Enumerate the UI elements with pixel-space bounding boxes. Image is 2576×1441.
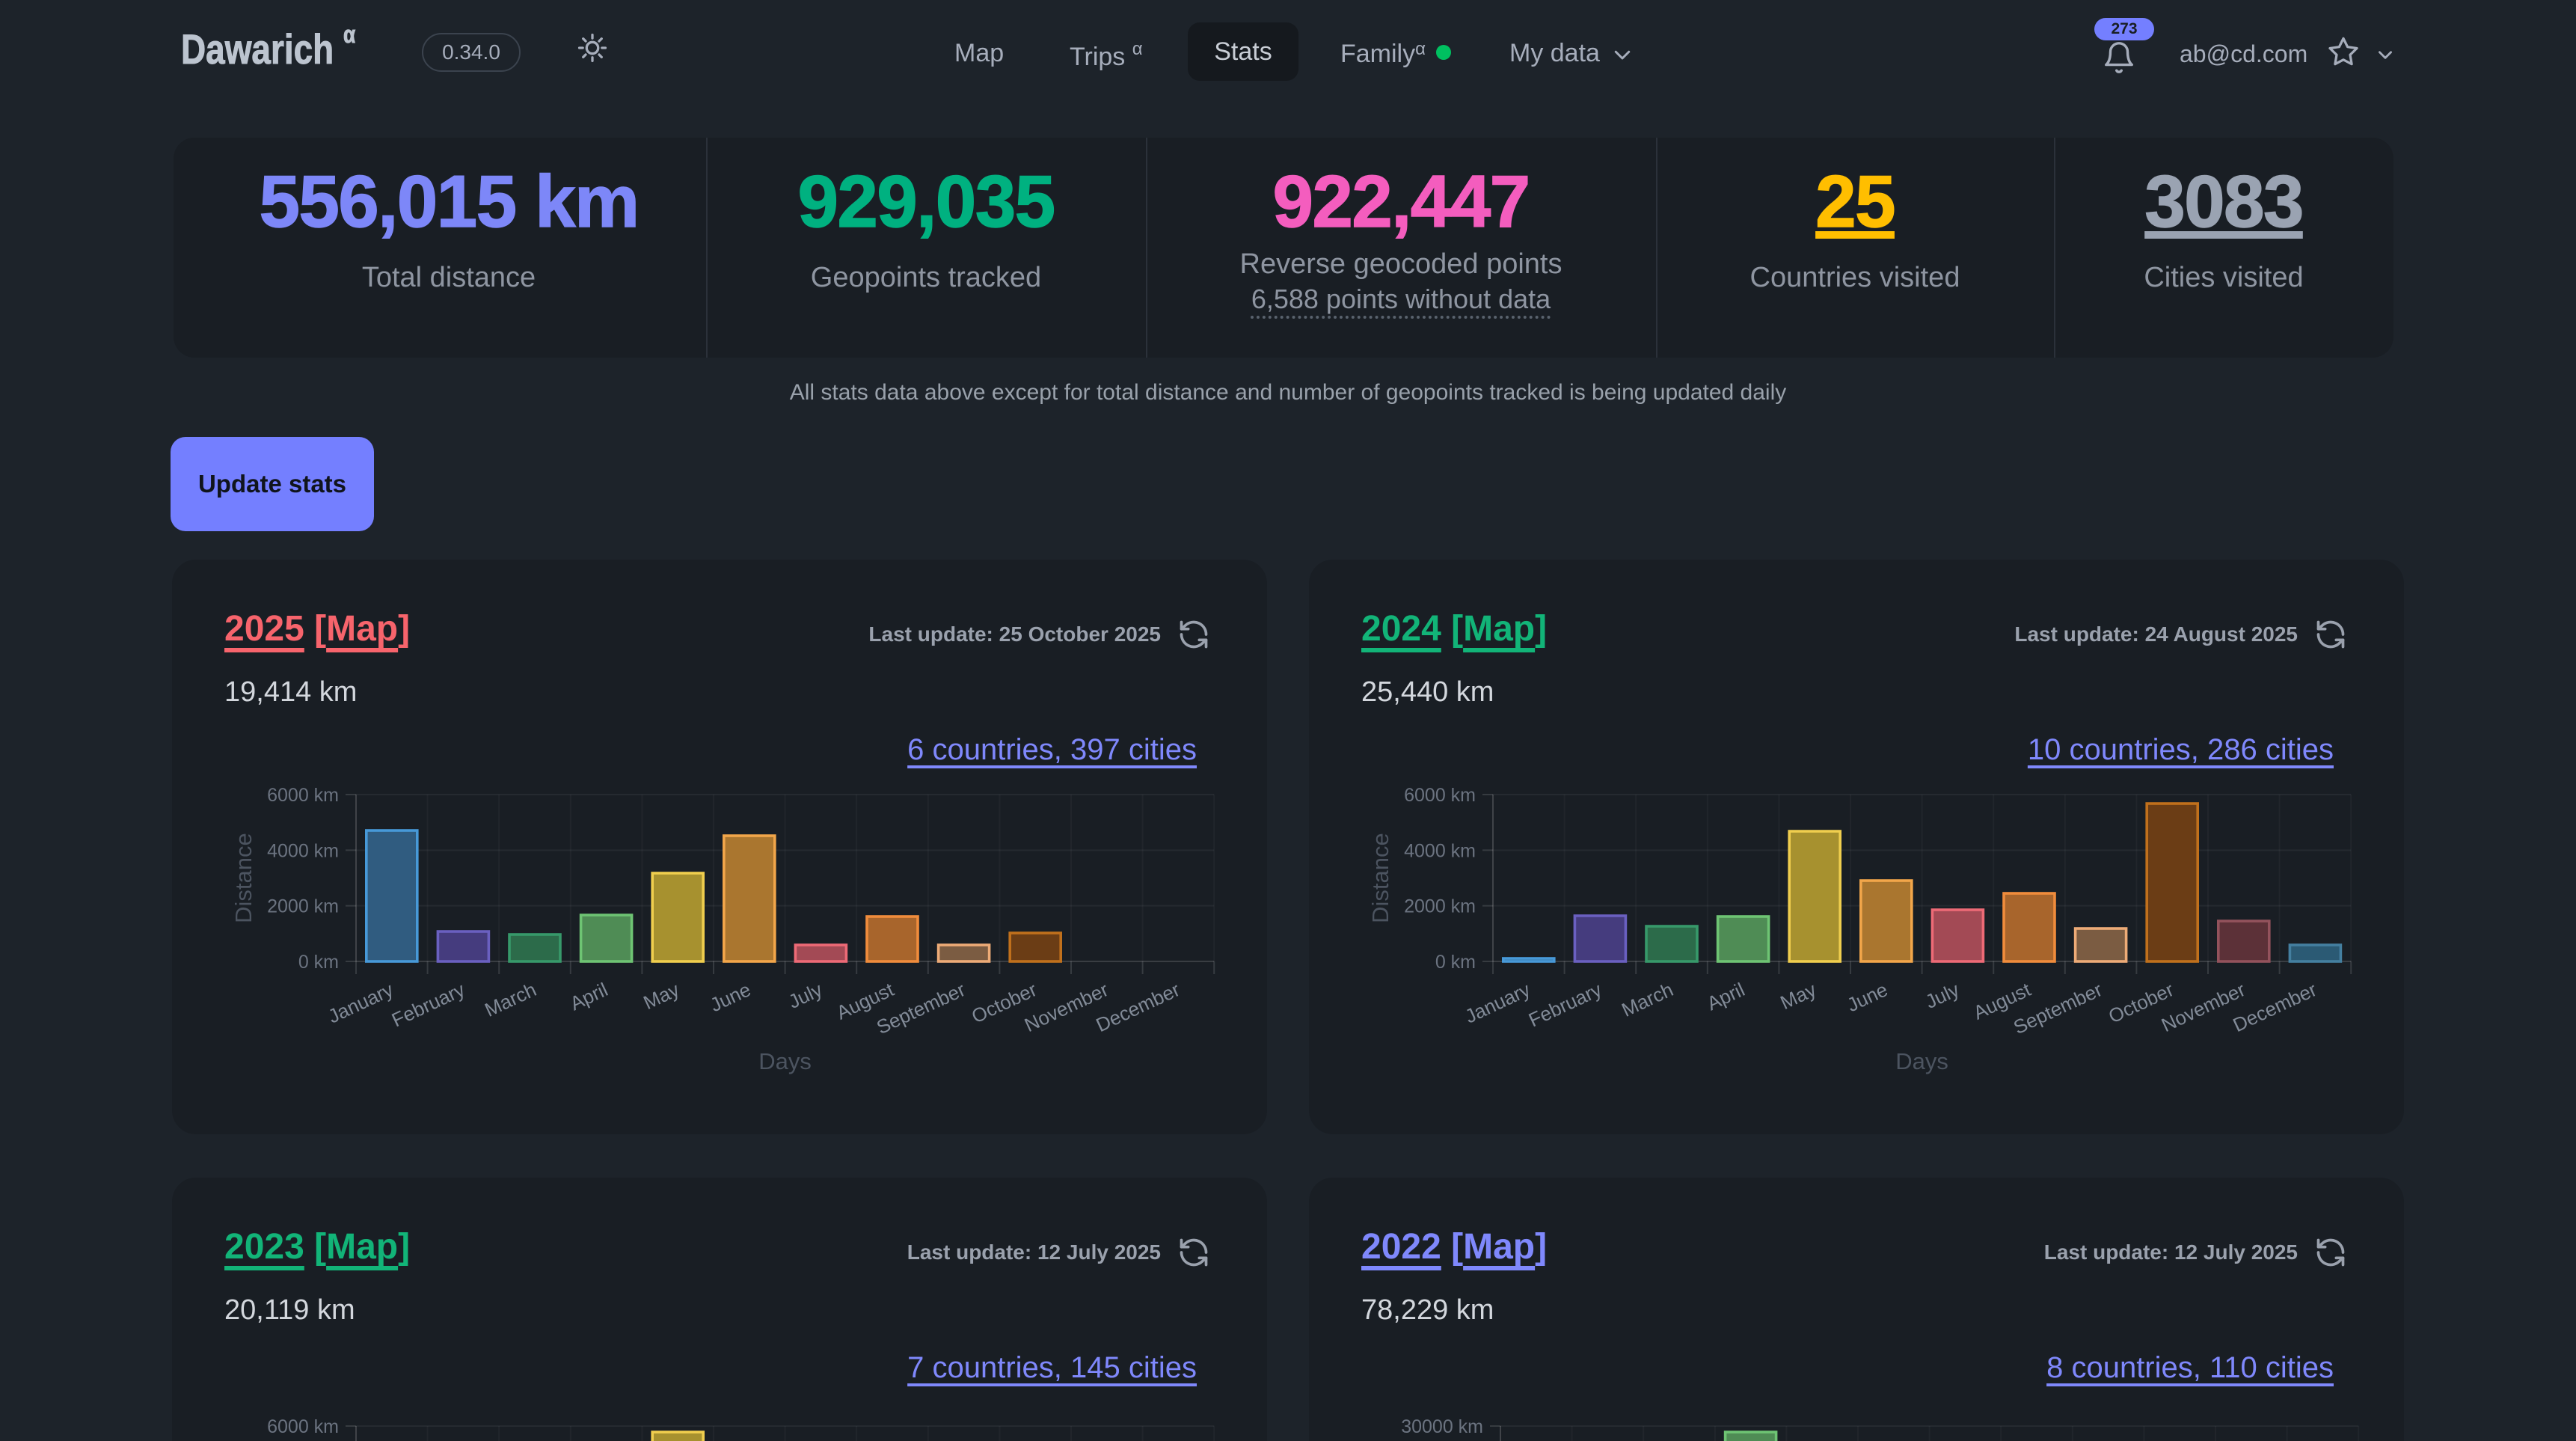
svg-text:January: January xyxy=(325,978,397,1027)
svg-text:May: May xyxy=(1777,978,1820,1014)
svg-text:4000 km: 4000 km xyxy=(267,840,339,861)
svg-text:June: June xyxy=(707,978,755,1016)
svg-text:April: April xyxy=(1703,978,1748,1015)
svg-text:2000 km: 2000 km xyxy=(267,896,339,917)
svg-text:June: June xyxy=(1844,978,1892,1016)
svg-text:Distance: Distance xyxy=(230,833,257,923)
svg-text:March: March xyxy=(1618,978,1676,1021)
svg-text:0 km: 0 km xyxy=(298,952,339,973)
svg-text:Days: Days xyxy=(758,1048,812,1074)
svg-text:6000 km: 6000 km xyxy=(267,785,339,806)
svg-text:4000 km: 4000 km xyxy=(1404,840,1476,861)
svg-text:February: February xyxy=(1525,978,1605,1031)
svg-text:Distance: Distance xyxy=(1367,833,1393,923)
svg-text:2000 km: 2000 km xyxy=(1404,896,1476,917)
svg-text:0 km: 0 km xyxy=(1435,952,1476,973)
svg-text:6000 km: 6000 km xyxy=(1404,785,1476,806)
svg-text:May: May xyxy=(640,978,683,1014)
svg-text:July: July xyxy=(785,978,826,1013)
svg-text:July: July xyxy=(1922,978,1963,1013)
svg-text:March: March xyxy=(481,978,539,1021)
svg-text:30000 km: 30000 km xyxy=(1401,1416,1483,1437)
svg-text:January: January xyxy=(1462,978,1534,1027)
svg-text:February: February xyxy=(388,978,468,1031)
svg-text:Days: Days xyxy=(1895,1048,1948,1074)
svg-text:6000 km: 6000 km xyxy=(267,1416,339,1437)
svg-text:April: April xyxy=(566,978,611,1015)
